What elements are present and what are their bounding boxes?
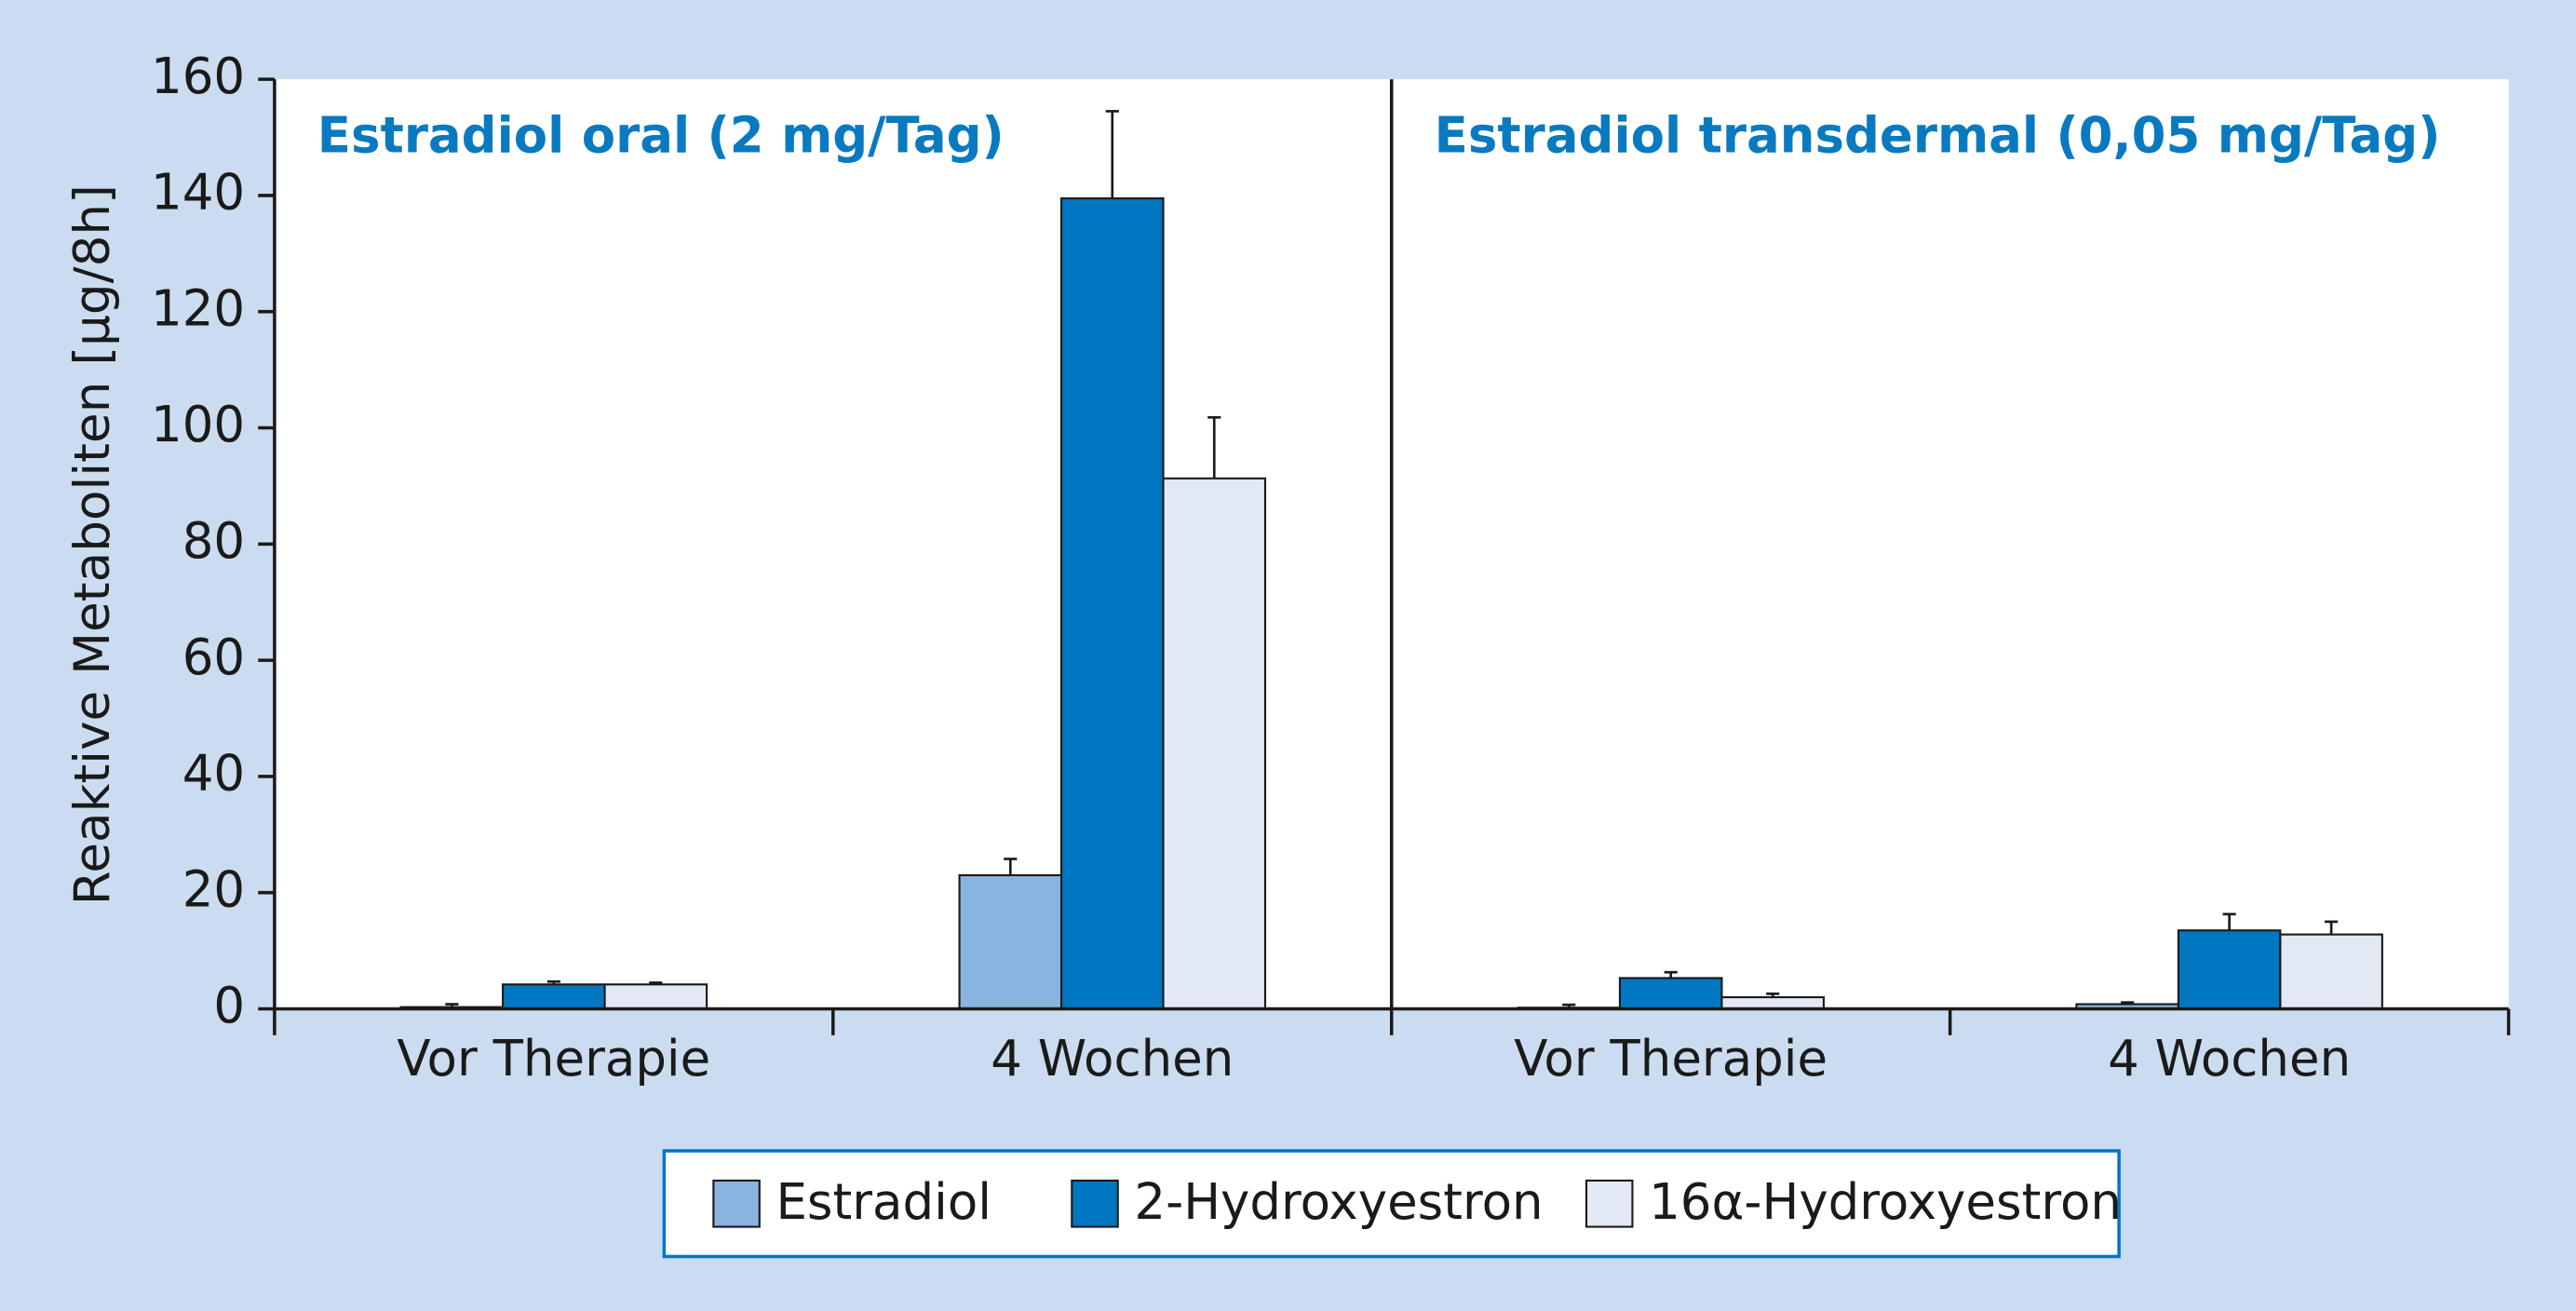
error-bar [2325,920,2339,935]
error-bar [2121,1001,2135,1005]
legend-swatch [1071,1179,1119,1228]
error-bar [546,980,560,985]
error-bar [2222,912,2236,931]
panel-title: Estradiol transdermal (0,05 mg/Tag) [1435,107,2441,165]
legend-swatch [712,1179,761,1228]
error-bar [1004,858,1018,875]
bar [1162,477,1267,1010]
x-tick-label: Vor Therapie [1514,1030,1827,1088]
bar [1618,977,1723,1010]
y-tick-label: 120 [151,279,245,337]
bar [1720,995,1825,1010]
error-bar [1105,110,1119,199]
y-tick-label: 100 [151,396,245,453]
panel-title: Estradiol oral (2 mg/Tag) [317,107,1005,165]
error-bar [1664,970,1678,979]
bar [502,983,606,1010]
legend-box [662,1149,2121,1259]
legend-label: Estradiol [775,1173,991,1231]
y-tick-label: 140 [151,163,245,221]
legend-label: 2-Hydroxyestron [1134,1173,1543,1231]
bar [958,873,1063,1010]
x-tick-label: 4 Wochen [991,1030,1234,1088]
error-bar [649,981,663,985]
bar [603,983,708,1010]
error-bar [445,1003,459,1007]
y-tick-label: 40 [182,744,245,802]
legend-swatch [1585,1179,1634,1228]
error-bar [1766,992,1780,998]
y-tick-label: 20 [182,860,245,918]
bar [2177,929,2282,1010]
y-tick-label: 60 [182,628,245,686]
bar [1059,196,1165,1010]
bar [2279,933,2383,1010]
error-bar [1207,415,1221,479]
y-axis-label: Reaktive Metaboliten [µg/8h] [63,184,121,905]
x-tick-label: 4 Wochen [2108,1030,2351,1088]
y-tick-label: 0 [213,977,245,1034]
legend-label: 16α-Hydroxyestron [1649,1173,2122,1231]
x-tick-label: Vor Therapie [397,1030,710,1088]
y-tick-label: 160 [151,47,245,105]
y-tick-label: 80 [182,512,245,570]
